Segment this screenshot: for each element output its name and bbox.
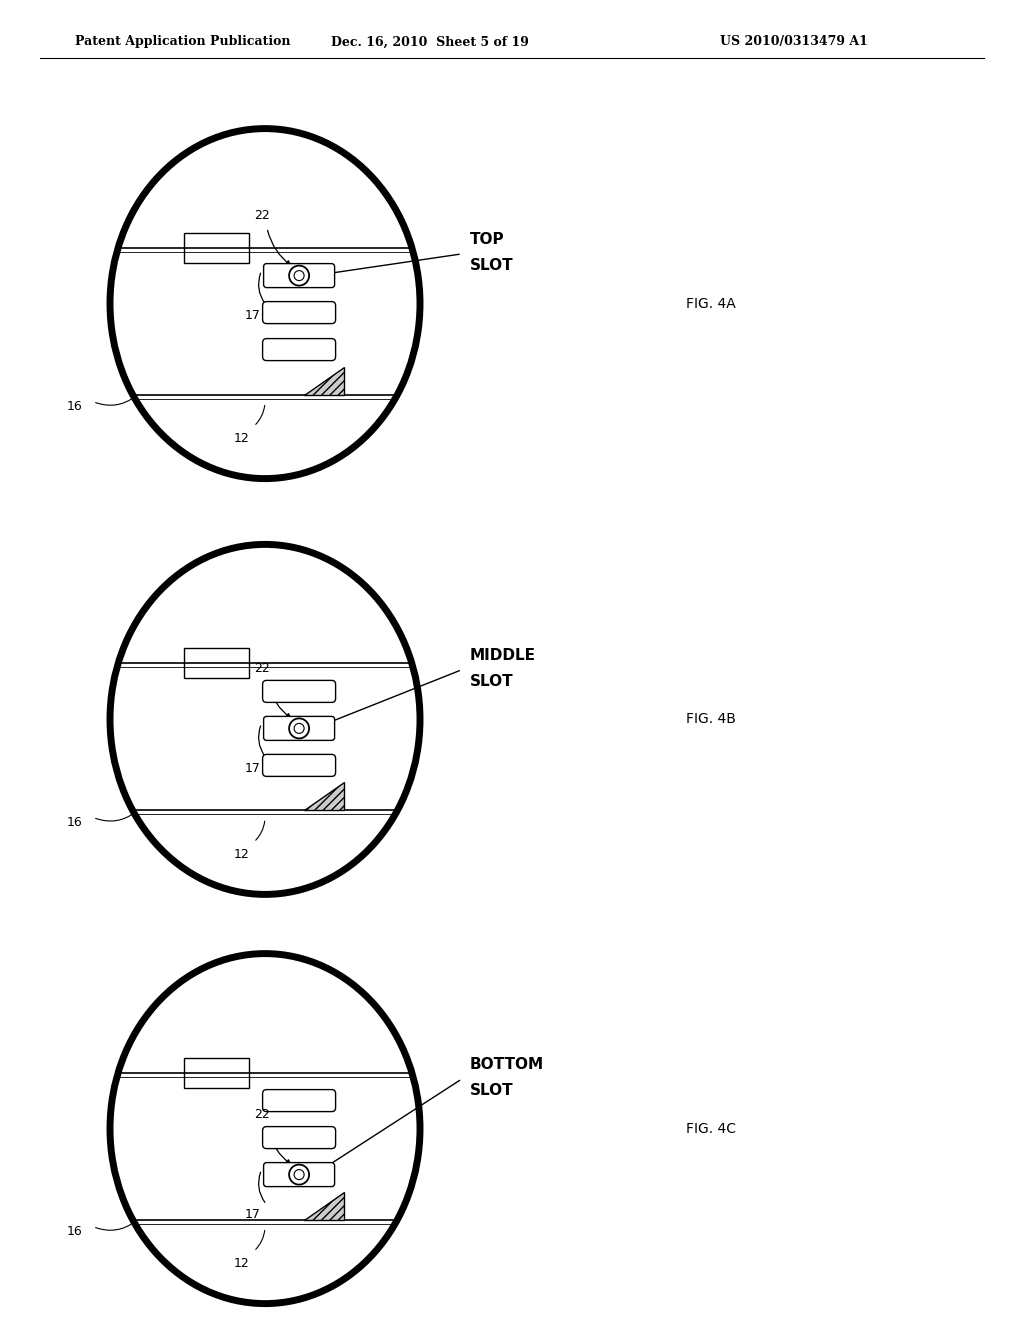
Text: 17: 17 [245,309,260,322]
Circle shape [289,718,309,738]
Text: SLOT: SLOT [470,675,514,689]
Text: 17: 17 [245,1208,260,1221]
Bar [184,648,250,678]
Text: FIG. 4B: FIG. 4B [686,713,736,726]
Polygon shape [304,783,344,810]
FancyBboxPatch shape [262,680,336,702]
Text: 12: 12 [233,847,250,861]
FancyBboxPatch shape [262,755,336,776]
Text: Dec. 16, 2010  Sheet 5 of 19: Dec. 16, 2010 Sheet 5 of 19 [331,36,529,49]
Text: 17: 17 [245,762,260,775]
Text: 22: 22 [254,209,269,222]
FancyBboxPatch shape [263,717,335,741]
Text: BOTTOM: BOTTOM [470,1057,544,1072]
FancyBboxPatch shape [262,1089,336,1111]
Text: Patent Application Publication: Patent Application Publication [75,36,291,49]
Text: SLOT: SLOT [470,1084,514,1098]
Bar [184,232,250,263]
Text: US 2010/0313479 A1: US 2010/0313479 A1 [720,36,868,49]
Polygon shape [304,367,344,395]
Text: 22: 22 [254,1107,269,1121]
FancyBboxPatch shape [262,301,336,323]
Text: 16: 16 [68,1225,83,1238]
Circle shape [289,265,309,285]
Text: FIG. 4C: FIG. 4C [686,1122,736,1135]
FancyBboxPatch shape [263,1163,335,1187]
Text: 12: 12 [233,432,250,445]
Text: 12: 12 [233,1257,250,1270]
Text: MIDDLE: MIDDLE [470,648,536,663]
Text: TOP: TOP [470,232,505,247]
FancyBboxPatch shape [262,339,336,360]
Bar [184,1057,250,1088]
FancyBboxPatch shape [262,1126,336,1148]
Polygon shape [304,1192,344,1220]
FancyBboxPatch shape [263,264,335,288]
Text: 16: 16 [68,400,83,413]
Text: 16: 16 [68,816,83,829]
Text: SLOT: SLOT [470,259,514,273]
Circle shape [289,1164,309,1184]
Text: 22: 22 [254,661,269,675]
Text: FIG. 4A: FIG. 4A [686,297,736,310]
